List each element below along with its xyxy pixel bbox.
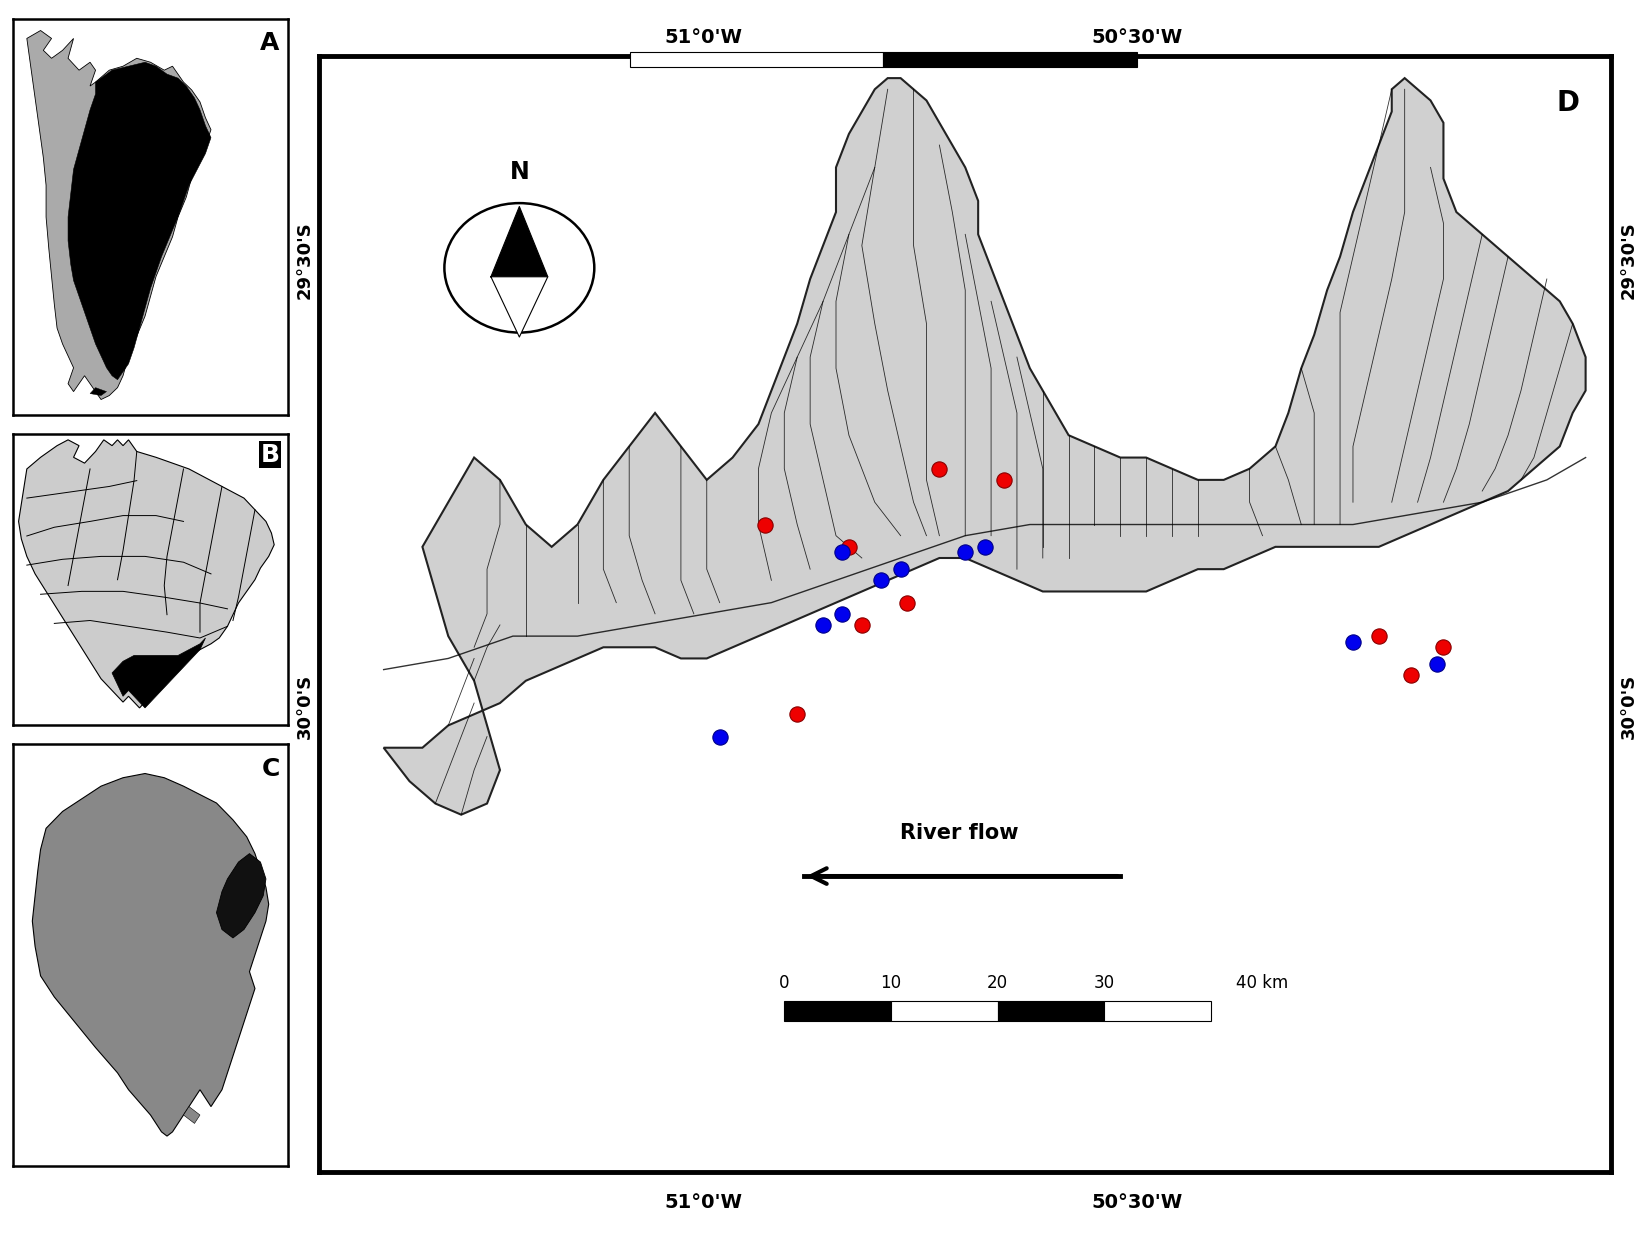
Text: 30°0'S: 30°0'S xyxy=(296,675,314,739)
Text: B: B xyxy=(260,443,280,466)
Polygon shape xyxy=(33,774,268,1136)
Text: River flow: River flow xyxy=(900,822,1018,843)
Text: 50°30'W: 50°30'W xyxy=(1091,29,1183,47)
Text: 30: 30 xyxy=(1093,973,1114,992)
Polygon shape xyxy=(491,206,548,277)
Text: 30°0'S: 30°0'S xyxy=(1620,675,1636,739)
Polygon shape xyxy=(90,388,106,396)
Text: C: C xyxy=(262,756,280,781)
Text: 29°30'S: 29°30'S xyxy=(296,222,314,299)
Bar xyxy=(784,1001,892,1022)
Text: D: D xyxy=(1556,89,1579,118)
Polygon shape xyxy=(111,637,206,708)
Polygon shape xyxy=(69,62,211,379)
Text: N: N xyxy=(509,160,528,185)
Text: 51°0'W: 51°0'W xyxy=(664,29,743,47)
Bar xyxy=(892,1001,998,1022)
Text: 51°0'W: 51°0'W xyxy=(664,1193,743,1211)
Bar xyxy=(998,1001,1104,1022)
Text: A: A xyxy=(260,31,280,55)
Text: 40 km: 40 km xyxy=(1237,973,1289,992)
Bar xyxy=(1104,1001,1211,1022)
Text: 50°30'W: 50°30'W xyxy=(1091,1193,1183,1211)
Polygon shape xyxy=(491,277,548,337)
Text: 0: 0 xyxy=(779,973,790,992)
Polygon shape xyxy=(216,853,267,937)
Polygon shape xyxy=(18,440,275,708)
Polygon shape xyxy=(183,1106,200,1123)
Text: 20: 20 xyxy=(987,973,1008,992)
Text: 29°30'S: 29°30'S xyxy=(1620,222,1636,299)
Text: 10: 10 xyxy=(880,973,901,992)
Text: B: B xyxy=(260,443,280,466)
Polygon shape xyxy=(26,31,211,399)
Polygon shape xyxy=(384,78,1585,815)
